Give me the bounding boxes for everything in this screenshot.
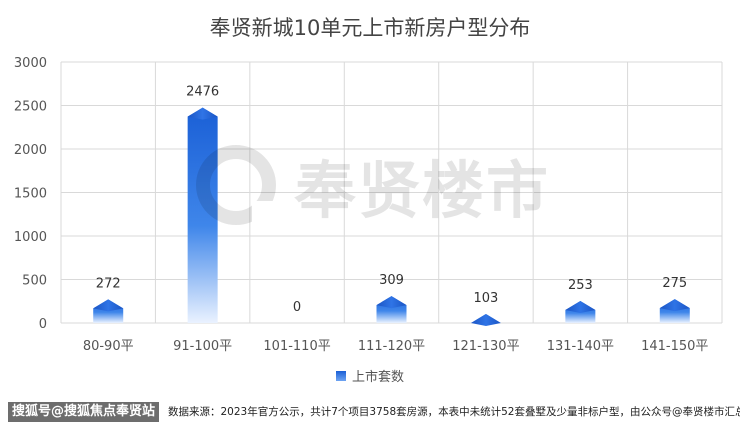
- x-tick-label: 131-140平: [547, 339, 614, 354]
- bar: [187, 107, 218, 323]
- bar-cap: [93, 299, 124, 312]
- data-label: 0: [293, 300, 301, 315]
- y-tick-label: 1500: [14, 187, 47, 202]
- data-label: 103: [474, 291, 499, 306]
- y-tick-label: 500: [22, 274, 47, 289]
- bar-cap: [376, 296, 407, 309]
- data-label: 309: [379, 273, 404, 288]
- footnote-overlay-watermark: 搜狐号@搜狐焦点奉贤站: [8, 402, 160, 422]
- data-label: 272: [96, 276, 121, 291]
- bar-cap: [565, 300, 596, 313]
- chart-legend: 上市套数: [0, 366, 740, 385]
- footnote: 数据来源：2023年官方公示，共计7个项目3758套房源，本表中未统计52套叠墅…: [168, 406, 740, 418]
- x-tick-label: 101-110平: [263, 339, 330, 354]
- y-tick-label: 2500: [14, 100, 47, 115]
- data-label: 2476: [186, 85, 219, 100]
- y-tick-label: 3000: [14, 56, 47, 71]
- bar-cap: [470, 314, 501, 327]
- x-tick-label: 111-120平: [358, 339, 425, 354]
- x-tick-label: 91-100平: [173, 339, 232, 354]
- bar-cap: [187, 107, 218, 120]
- y-tick-label: 0: [39, 317, 47, 332]
- x-tick-label: 141-150平: [641, 339, 708, 354]
- x-tick-label: 121-130平: [452, 339, 519, 354]
- data-label: 253: [568, 278, 593, 293]
- x-tick-label: 80-90平: [83, 339, 134, 354]
- data-label: 275: [662, 276, 687, 291]
- legend-label: 上市套数: [351, 370, 404, 385]
- bar-cap: [659, 299, 690, 312]
- legend-swatch: [335, 370, 346, 381]
- y-tick-label: 1000: [14, 230, 47, 245]
- chart-title: 奉贤新城10单元上市新房户型分布: [209, 16, 531, 40]
- y-tick-label: 2000: [14, 143, 47, 158]
